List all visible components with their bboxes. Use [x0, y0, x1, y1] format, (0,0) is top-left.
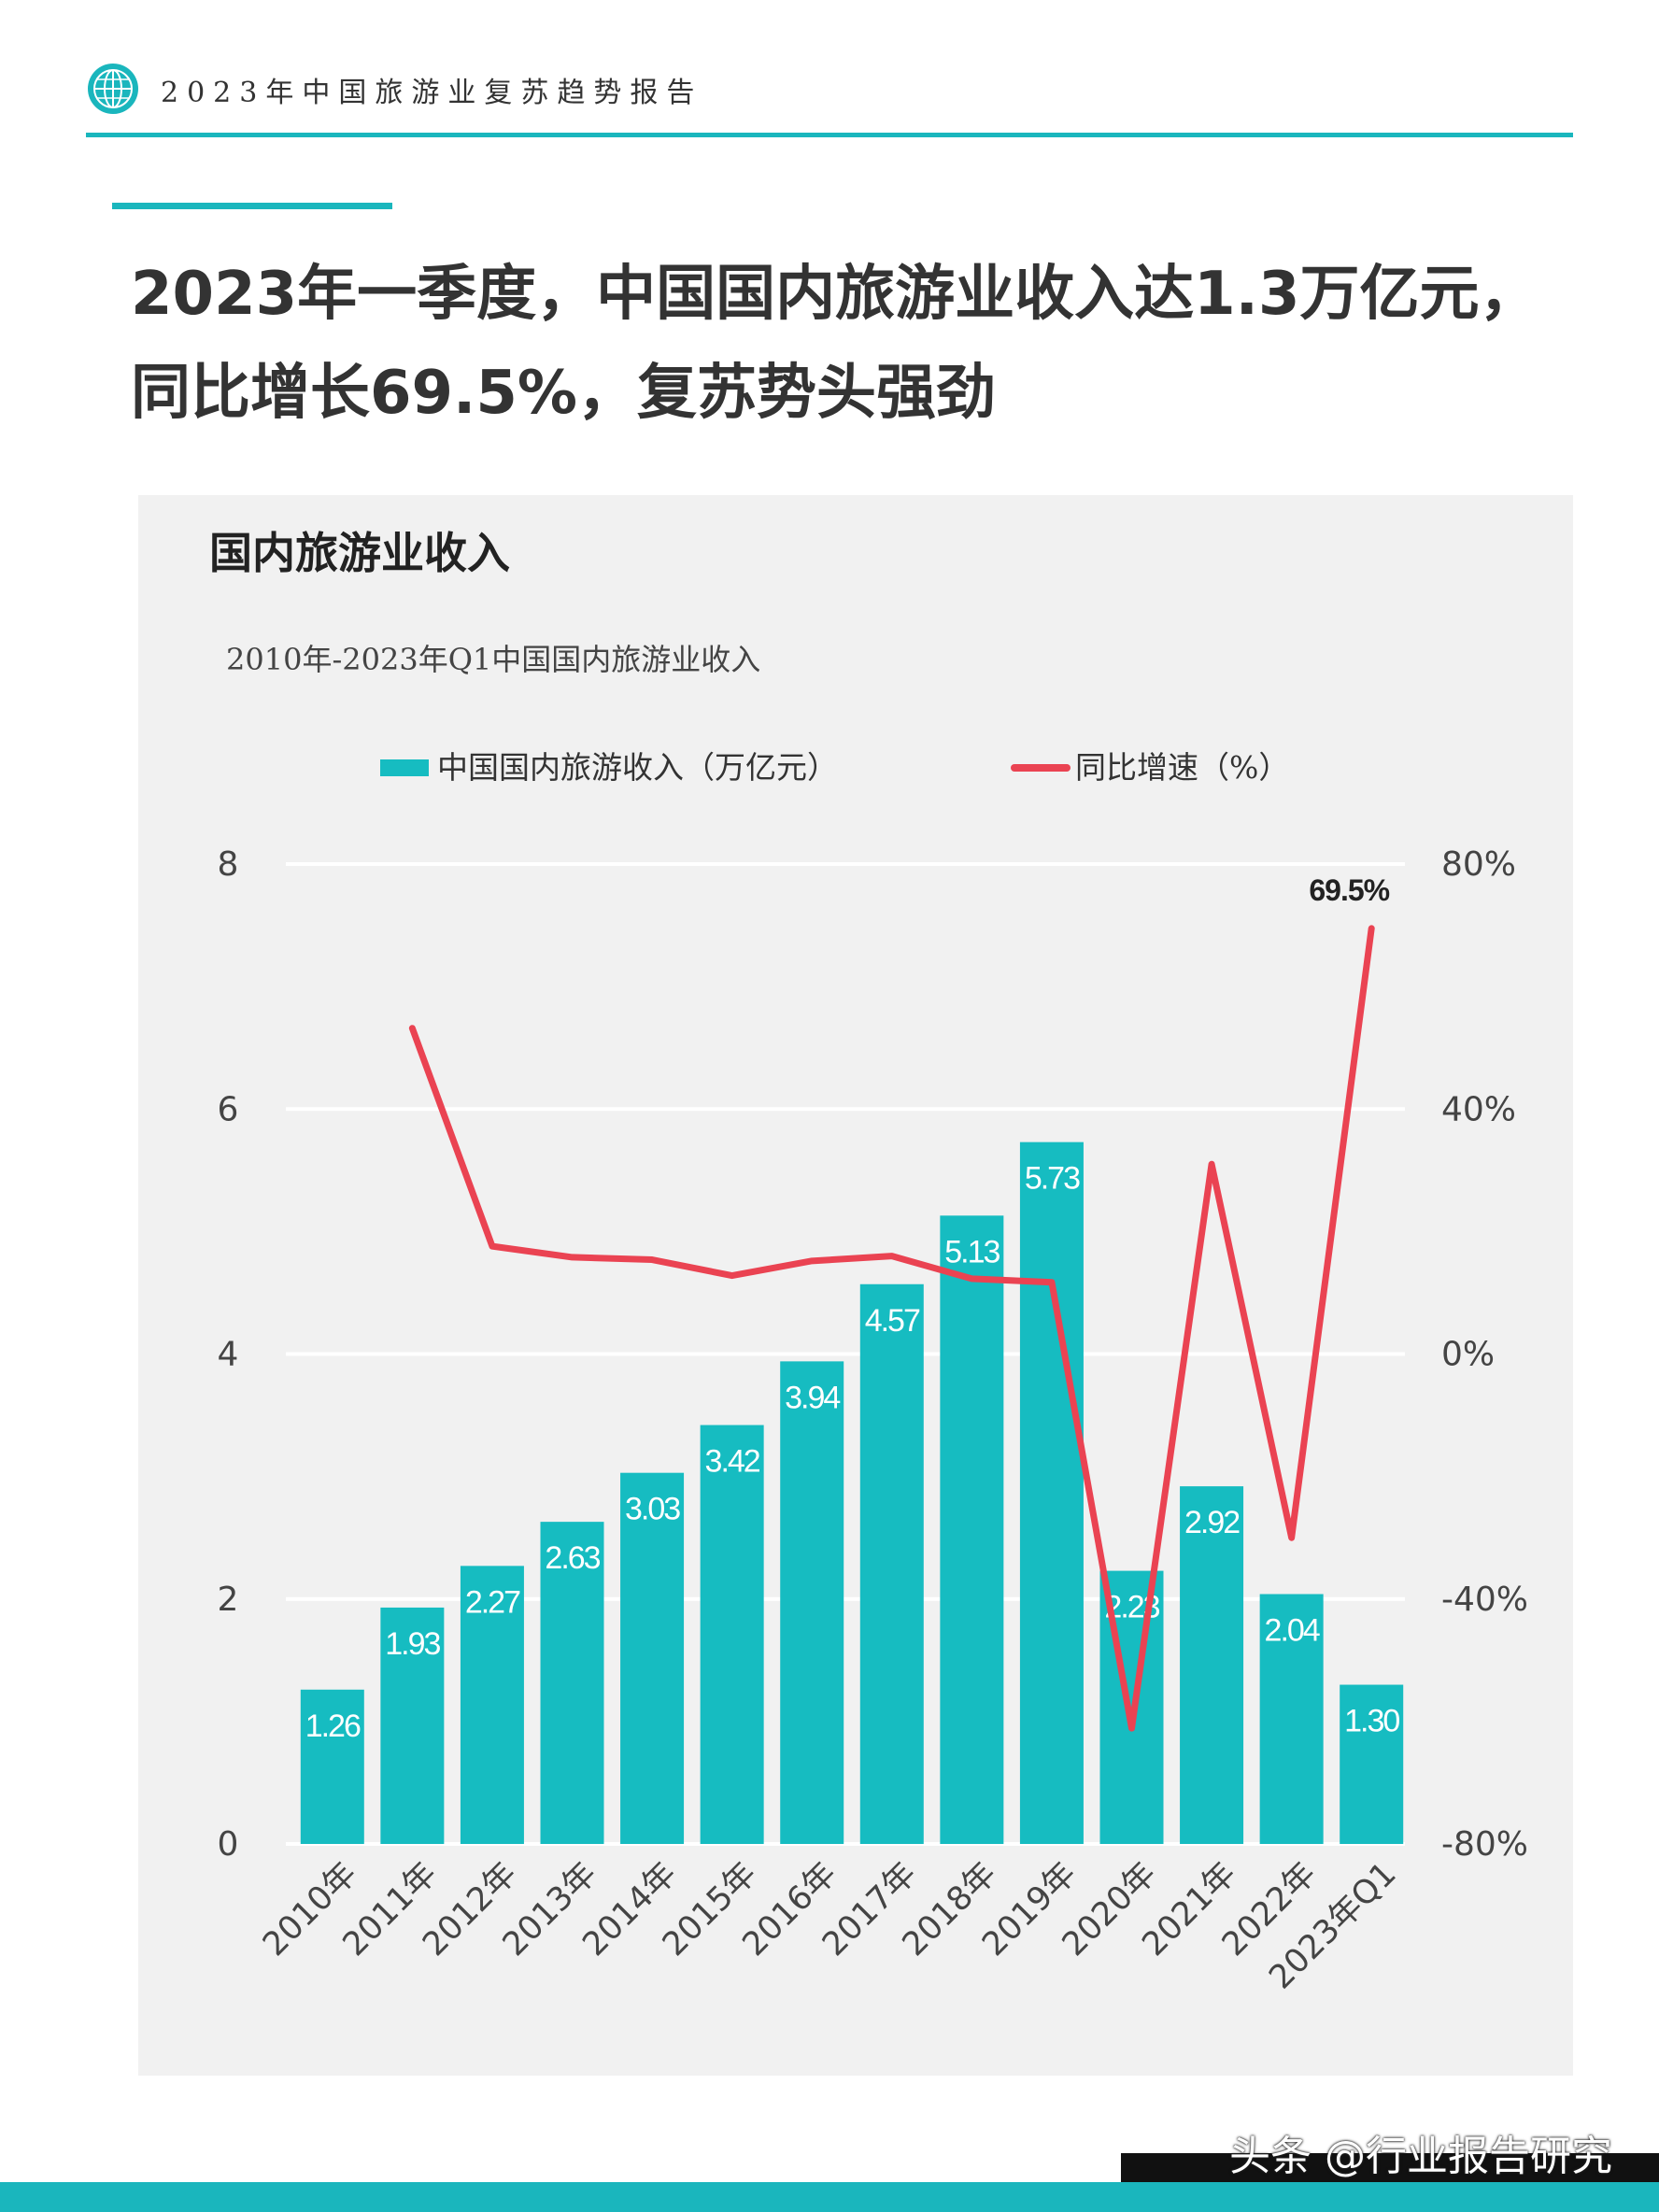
legend-bar-swatch [380, 759, 429, 776]
bar-value-label: 4.57 [865, 1303, 920, 1339]
y-left-tick-label: 4 [218, 1336, 239, 1374]
bar-value-label: 2.63 [545, 1540, 600, 1576]
bar [380, 1607, 445, 1844]
bar [1019, 1141, 1084, 1844]
bar [859, 1283, 924, 1844]
globe-icon [86, 62, 140, 116]
headline-line-2: 同比增长69.5%，复苏势头强劲 [131, 359, 997, 428]
headline-line-1: 2023年一季度，中国国内旅游业收入达1.3万亿元， [131, 260, 1539, 329]
y-right-tick-label: 0% [1441, 1336, 1495, 1374]
bar-value-label: 1.26 [305, 1709, 361, 1744]
footer-bar [0, 2182, 1659, 2212]
y-left-tick-label: 2 [218, 1581, 239, 1619]
y-left-tick-label: 0 [218, 1825, 239, 1864]
legend-bar-label: 中国国内旅游收入（万亿元） [437, 749, 838, 786]
y-right-tick-label: -80% [1441, 1825, 1528, 1864]
bar [1259, 1594, 1324, 1844]
bar-value-label: 1.93 [385, 1626, 440, 1662]
y-left-tick-label: 8 [218, 845, 239, 884]
y-right-tick-label: 40% [1441, 1090, 1516, 1128]
page-headline: 2023年一季度，中国国内旅游业收入达1.3万亿元， 同比增长69.5%，复苏势… [131, 245, 1588, 443]
y-right-tick-label: 80% [1441, 845, 1516, 884]
bar [300, 1689, 364, 1844]
bar [940, 1215, 1004, 1844]
chart-title: 国内旅游业收入 [209, 528, 510, 578]
legend-line-label: 同比增速（%） [1075, 749, 1289, 786]
bar-value-label: 5.13 [944, 1234, 1000, 1269]
bar-value-label: 3.94 [785, 1380, 840, 1415]
chart-panel: 国内旅游业收入 2010年-2023年Q1中国国内旅游业收入中国国内旅游收入（万亿… [138, 495, 1573, 2076]
revenue-chart: 国内旅游业收入 2010年-2023年Q1中国国内旅游业收入中国国内旅游收入（万亿… [209, 528, 1528, 1996]
bar-value-label: 1.30 [1344, 1704, 1399, 1739]
bar-value-label: 3.03 [625, 1492, 680, 1527]
report-title: 2023年中国旅游业复苏趋势报告 [161, 77, 703, 109]
bar [700, 1425, 764, 1844]
line-value-label: 69.5% [1309, 873, 1389, 907]
bar-value-label: 5.73 [1025, 1161, 1080, 1197]
chart-subtitle: 2010年-2023年Q1中国国内旅游业收入 [226, 642, 760, 677]
bar [460, 1566, 524, 1844]
accent-divider [112, 203, 392, 209]
bar [780, 1361, 844, 1844]
header-divider [86, 133, 1573, 137]
footer-black-strip [1121, 2153, 1659, 2182]
bar-value-label: 2.27 [465, 1584, 520, 1620]
bar-value-label: 2.92 [1184, 1505, 1240, 1540]
watermark: 头条 @行业报告研究 [1229, 2133, 1612, 2180]
bar [540, 1522, 604, 1844]
bar [1180, 1486, 1244, 1844]
growth-line [408, 925, 1375, 1732]
bar [1340, 1684, 1404, 1844]
y-left-tick-label: 6 [218, 1090, 239, 1128]
bar-value-label: 3.42 [705, 1444, 760, 1480]
bar [620, 1472, 685, 1844]
y-right-tick-label: -40% [1441, 1581, 1528, 1619]
bar-value-label: 2.04 [1265, 1613, 1320, 1649]
